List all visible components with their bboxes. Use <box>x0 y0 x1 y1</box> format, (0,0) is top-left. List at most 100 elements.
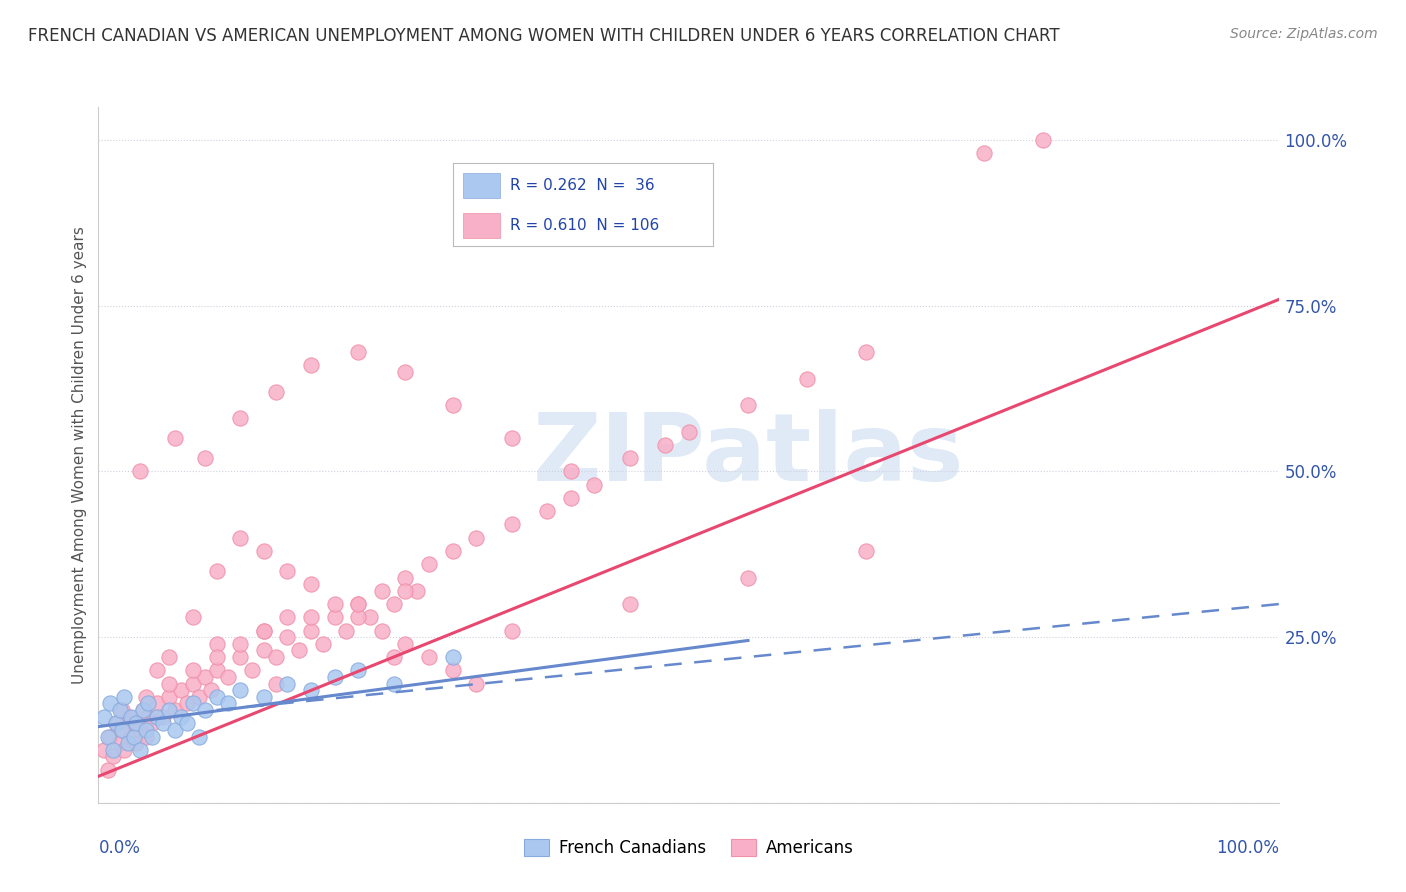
Point <box>152 709 174 723</box>
Point <box>418 558 440 572</box>
Text: 100.0%: 100.0% <box>1216 839 1279 857</box>
Point <box>141 716 163 731</box>
Point <box>619 597 641 611</box>
Point <box>176 697 198 711</box>
Point <box>299 683 322 698</box>
Point <box>146 709 169 723</box>
Point <box>441 650 464 665</box>
Point <box>93 743 115 757</box>
Point <box>98 697 121 711</box>
Point <box>121 709 143 723</box>
Point <box>132 703 155 717</box>
Point <box>117 709 139 723</box>
Point <box>108 703 131 717</box>
Point <box>335 624 357 638</box>
Point <box>299 624 322 638</box>
Point <box>229 683 252 698</box>
Point <box>418 650 440 665</box>
Point <box>205 564 228 578</box>
Point <box>441 398 464 412</box>
Point <box>619 451 641 466</box>
Point <box>181 697 204 711</box>
Point <box>136 709 159 723</box>
Text: ZIPatlas: ZIPatlas <box>533 409 963 501</box>
Point <box>973 146 995 161</box>
Point <box>796 372 818 386</box>
Point <box>141 730 163 744</box>
Point <box>105 716 128 731</box>
Point <box>371 583 394 598</box>
Point <box>382 676 405 690</box>
Point <box>253 690 276 704</box>
Point <box>276 610 298 624</box>
Point <box>465 531 488 545</box>
Point <box>382 650 405 665</box>
Point <box>146 663 169 677</box>
Point <box>97 763 120 777</box>
Point <box>205 663 228 677</box>
Point <box>394 365 416 379</box>
Point <box>441 544 464 558</box>
Point <box>560 491 582 505</box>
Point <box>501 517 523 532</box>
Point <box>122 716 145 731</box>
Point <box>276 564 298 578</box>
Point <box>112 690 135 704</box>
Point <box>101 743 124 757</box>
Point <box>394 637 416 651</box>
Point <box>111 703 134 717</box>
Point <box>465 676 488 690</box>
Point <box>111 723 134 737</box>
Text: 0.0%: 0.0% <box>98 839 141 857</box>
Point <box>229 411 252 425</box>
Point <box>240 663 263 677</box>
Point <box>157 676 180 690</box>
Point <box>117 736 139 750</box>
Point <box>101 749 124 764</box>
Point <box>181 663 204 677</box>
Point <box>359 610 381 624</box>
Point <box>217 697 239 711</box>
Point <box>157 650 180 665</box>
Point <box>299 610 322 624</box>
Point <box>371 624 394 638</box>
Point <box>112 743 135 757</box>
Text: FRENCH CANADIAN VS AMERICAN UNEMPLOYMENT AMONG WOMEN WITH CHILDREN UNDER 6 YEARS: FRENCH CANADIAN VS AMERICAN UNEMPLOYMENT… <box>28 27 1060 45</box>
Point <box>347 597 370 611</box>
Point <box>128 465 150 479</box>
Point <box>165 723 187 737</box>
Point <box>394 583 416 598</box>
Point <box>347 597 370 611</box>
Point <box>125 716 148 731</box>
Point <box>441 663 464 677</box>
Point <box>200 683 222 698</box>
Point <box>205 650 228 665</box>
Text: Source: ZipAtlas.com: Source: ZipAtlas.com <box>1230 27 1378 41</box>
Point <box>117 709 139 723</box>
Point <box>135 690 157 704</box>
Point <box>128 723 150 737</box>
Point <box>128 743 150 757</box>
Point <box>253 643 276 657</box>
Point <box>135 723 157 737</box>
Point <box>165 703 187 717</box>
Point <box>229 531 252 545</box>
Point <box>132 703 155 717</box>
Point <box>253 544 276 558</box>
Point <box>194 670 217 684</box>
Point <box>165 431 187 445</box>
Point <box>394 570 416 584</box>
Point <box>229 650 252 665</box>
Point <box>187 730 209 744</box>
Point <box>152 716 174 731</box>
Point <box>170 709 193 723</box>
Point <box>323 670 346 684</box>
Point <box>157 690 180 704</box>
Point <box>501 431 523 445</box>
Point <box>122 730 145 744</box>
Point <box>170 683 193 698</box>
Point <box>108 736 131 750</box>
Legend: French Canadians, Americans: French Canadians, Americans <box>517 832 860 864</box>
Point <box>125 736 148 750</box>
Point <box>121 730 143 744</box>
